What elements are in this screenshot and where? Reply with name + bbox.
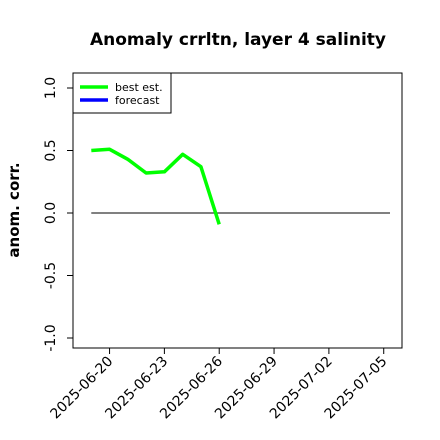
- y-tick-label: 1.0: [43, 77, 59, 99]
- legend: best est. forecast: [72, 72, 172, 114]
- y-axis-label: anom. corr.: [5, 162, 23, 257]
- y-tick-label: -1.0: [43, 324, 59, 351]
- legend-label-best-est: best est.: [115, 81, 163, 94]
- legend-box: [72, 72, 172, 114]
- series-line-best-est: [91, 147, 221, 225]
- legend-label-forecast: forecast: [115, 94, 160, 107]
- plot-frame: [72, 72, 403, 349]
- series-layer: [91, 147, 221, 225]
- y-tick-label: 0.0: [43, 202, 59, 224]
- y-tick-label: -0.5: [43, 262, 59, 289]
- chart-title: Anomaly crrltn, layer 4 salinity: [90, 30, 386, 50]
- axis-layer: -1.0-0.50.00.51.02025-06-202025-06-23202…: [43, 77, 391, 423]
- y-tick-label: 0.5: [43, 139, 59, 161]
